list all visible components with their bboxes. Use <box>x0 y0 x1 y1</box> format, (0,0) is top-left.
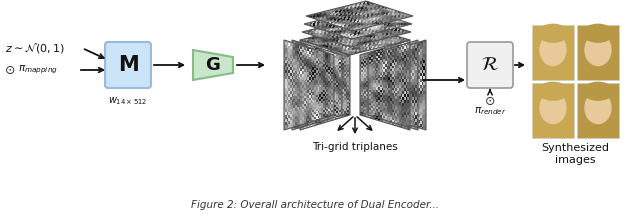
Text: $z \sim \mathcal{N}(0,1)$: $z \sim \mathcal{N}(0,1)$ <box>5 41 65 55</box>
Text: $\mathcal{R}$: $\mathcal{R}$ <box>481 56 499 74</box>
Text: Figure 2: Overall architecture of Dual Encoder...: Figure 2: Overall architecture of Dual E… <box>191 200 439 210</box>
Ellipse shape <box>582 24 614 43</box>
Text: $\mathbf{M}$: $\mathbf{M}$ <box>118 55 139 75</box>
FancyBboxPatch shape <box>577 25 619 80</box>
Ellipse shape <box>585 91 612 124</box>
Ellipse shape <box>537 24 569 43</box>
FancyBboxPatch shape <box>105 42 151 88</box>
Polygon shape <box>193 50 233 80</box>
Ellipse shape <box>539 33 566 66</box>
Text: Synthesized
images: Synthesized images <box>542 143 609 165</box>
Ellipse shape <box>585 33 612 66</box>
Text: ⊙: ⊙ <box>484 95 495 108</box>
FancyBboxPatch shape <box>467 42 513 88</box>
Text: $w_{14\times512}$: $w_{14\times512}$ <box>108 95 147 107</box>
Ellipse shape <box>539 91 566 124</box>
Ellipse shape <box>582 82 614 101</box>
Text: ⊙: ⊙ <box>5 64 16 76</box>
Text: $\pi_{render}$: $\pi_{render}$ <box>474 105 507 117</box>
FancyBboxPatch shape <box>532 83 574 138</box>
Ellipse shape <box>537 82 569 101</box>
FancyBboxPatch shape <box>532 25 574 80</box>
FancyBboxPatch shape <box>577 83 619 138</box>
Text: $\pi_{mapping}$: $\pi_{mapping}$ <box>18 64 58 76</box>
Text: $\mathbf{G}$: $\mathbf{G}$ <box>205 56 220 74</box>
Text: Tri-grid triplanes: Tri-grid triplanes <box>312 142 398 152</box>
